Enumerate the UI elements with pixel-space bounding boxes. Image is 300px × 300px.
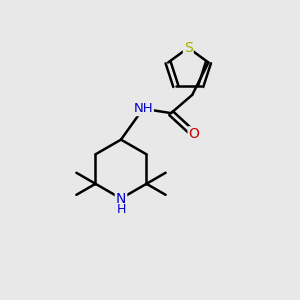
Text: H: H bbox=[116, 203, 126, 216]
Text: N: N bbox=[116, 191, 126, 206]
Text: O: O bbox=[189, 127, 200, 141]
Text: S: S bbox=[184, 41, 193, 55]
Text: NH: NH bbox=[133, 102, 153, 115]
